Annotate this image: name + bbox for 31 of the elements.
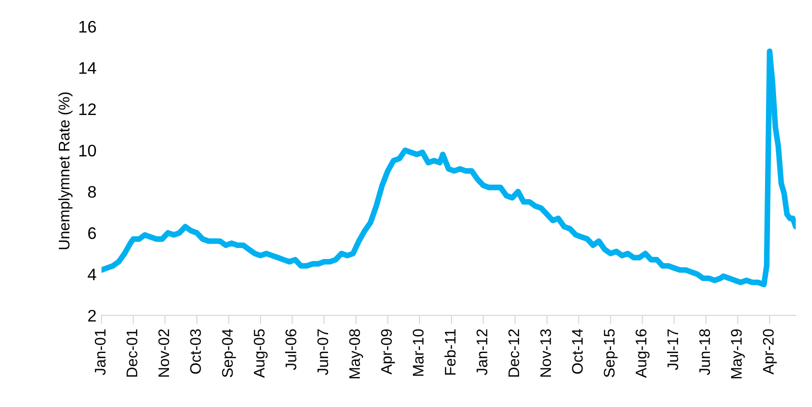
x-tick-label: Jul-06 (285, 329, 296, 370)
y-tick-label: 8 (88, 186, 96, 198)
y-tick-label: 14 (79, 62, 96, 74)
y-tick-label: 16 (79, 20, 96, 33)
x-tick-label: Jun-07 (317, 329, 328, 376)
x-tick-label: Jul-17 (666, 329, 678, 370)
x-tick-label: Oct-03 (190, 329, 201, 374)
x-tick-label: May-19 (730, 329, 745, 378)
y-tick-label: 12 (79, 103, 96, 116)
x-tick-label: Oct-14 (572, 329, 583, 374)
y-axis-title: Unemplymnet Rate (%) (58, 92, 73, 250)
y-tick-label: 10 (79, 144, 96, 156)
x-tick-label: Dec-12 (508, 329, 520, 377)
x-tick-label: Jun-18 (699, 329, 710, 376)
x-tick-label: May-08 (349, 329, 364, 378)
x-tick-label: Nov-13 (540, 329, 552, 377)
y-tick-label: 6 (88, 227, 96, 240)
x-tick-label: Sep-04 (222, 329, 236, 378)
y-tick-label: 2 (88, 310, 96, 322)
x-tick-label: Apr-20 (762, 329, 777, 374)
x-tick-label: Dec-01 (126, 329, 138, 377)
x-tick-label: Jan-01 (94, 329, 106, 376)
x-tick-label: Feb-11 (444, 329, 456, 375)
x-tick-label: Apr-09 (381, 329, 395, 374)
y-tick-label: 4 (88, 268, 96, 280)
x-tick-label: Aug-05 (254, 329, 268, 378)
x-tick-label: Mar-10 (412, 329, 424, 376)
x-tick-label: Nov-02 (158, 329, 170, 377)
x-tick-label: Aug-16 (636, 329, 650, 378)
x-tick-label: Jan-12 (476, 329, 488, 376)
x-tick-label: Sep-15 (604, 329, 618, 378)
